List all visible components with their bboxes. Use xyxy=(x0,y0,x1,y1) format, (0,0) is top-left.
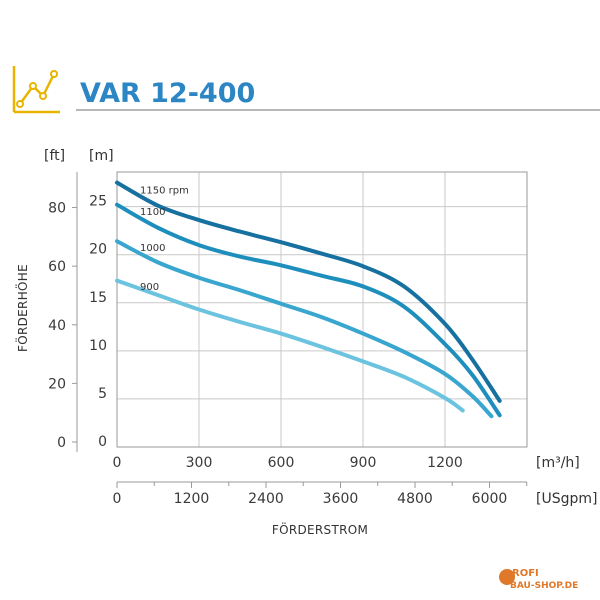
x-tick-label: 600 xyxy=(268,455,295,471)
chart-icon xyxy=(12,66,60,114)
y-tick-label-ft: 20 xyxy=(48,376,66,392)
x-axis-title: FÖRDERSTROM xyxy=(272,521,368,537)
y-tick-label-ft: 0 xyxy=(57,435,66,451)
x2-ticks: 0 1200 2400 3600 4800 6000 xyxy=(113,482,528,507)
y-tick-label-m: 10 xyxy=(89,338,107,354)
x2-tick-label: 4800 xyxy=(397,491,433,507)
y-tick-label-m: 20 xyxy=(89,242,107,258)
chart-title: VAR 12-400 xyxy=(80,78,255,109)
x-tick-label: 0 xyxy=(113,455,122,471)
x2-tick-label: 1200 xyxy=(174,491,210,507)
y-tick-label-ft: 80 xyxy=(48,201,66,217)
x-ticks: 0 300 600 900 1200 xyxy=(113,455,463,471)
watermark-line1: ROFI xyxy=(512,568,539,579)
series-line xyxy=(115,180,502,403)
series-label: 1150 rpm xyxy=(140,186,189,197)
x2-tick-label: 0 xyxy=(113,491,122,507)
y-unit-ft: [ft] xyxy=(44,148,65,164)
x2-unit: [USgpm] xyxy=(536,491,597,507)
y-tick-label-m: 25 xyxy=(89,194,107,210)
y-unit-m: [m] xyxy=(89,148,114,164)
watermark-line2: BAU-SHOP.DE xyxy=(510,581,578,591)
series-line xyxy=(115,239,494,419)
series-label: 1000 xyxy=(140,243,165,254)
y-ticks-m: 0 5 10 15 20 25 xyxy=(89,194,107,450)
y-ticks-ft: 0 20 40 60 80 xyxy=(48,201,77,451)
y-tick-label-m: 0 xyxy=(98,434,107,450)
y-tick-label-m: 5 xyxy=(98,386,107,402)
x-tick-label: 900 xyxy=(350,455,377,471)
series-layer xyxy=(115,180,502,419)
y-tick-label-ft: 60 xyxy=(48,259,66,275)
series-label: 1100 xyxy=(140,207,165,218)
y-tick-label-m: 15 xyxy=(89,290,107,306)
series-label: 900 xyxy=(140,282,159,293)
y-tick-label-ft: 40 xyxy=(48,318,66,334)
y-axis-title: FÖRDERHÖHE xyxy=(14,264,30,352)
x2-tick-label: 6000 xyxy=(472,491,508,507)
x2-tick-label: 3600 xyxy=(323,491,359,507)
x-tick-label: 300 xyxy=(186,455,213,471)
series-labels: 1150 rpm 1100 1000 900 xyxy=(140,186,189,294)
watermark-logo: ROFI BAU-SHOP.DE xyxy=(499,568,578,591)
series-line xyxy=(115,278,465,413)
grid xyxy=(117,172,527,447)
x2-tick-label: 2400 xyxy=(248,491,284,507)
x-tick-label: 1200 xyxy=(427,455,463,471)
plot-frame xyxy=(116,171,528,448)
series-line xyxy=(115,202,502,418)
x-unit: [m³/h] xyxy=(536,455,580,471)
